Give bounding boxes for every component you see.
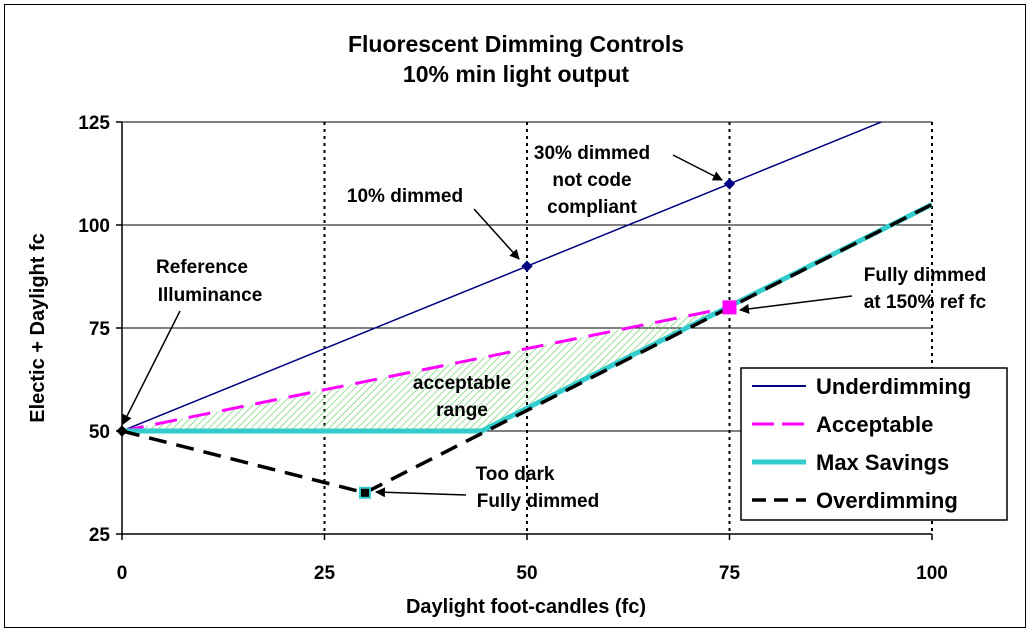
chart-frame bbox=[4, 4, 1026, 628]
annotation-acceptable-range-line2: range bbox=[436, 400, 488, 421]
y-tick-label: 25 bbox=[89, 525, 111, 546]
legend-label-acceptable: Acceptable bbox=[816, 412, 933, 437]
annotation-10-dimmed-arrow bbox=[473, 208, 520, 260]
annotation-too-dark-arrow bbox=[375, 487, 467, 498]
annotation-too-dark-line1: Too dark bbox=[476, 464, 555, 485]
x-tick-label: 50 bbox=[516, 563, 537, 584]
annotation-fully-dimmed-arrow bbox=[739, 295, 853, 314]
annotation-acceptable-range-line1: acceptable bbox=[413, 373, 511, 394]
chart-subtitle: 10% min light output bbox=[403, 61, 629, 87]
point-marker bbox=[359, 486, 371, 499]
annotation-layer: Reference Illuminance 10% dimmed 30% dim… bbox=[122, 143, 987, 512]
series-line-max-savings bbox=[122, 202, 932, 434]
x-tick-label: 75 bbox=[719, 563, 741, 584]
legend-box bbox=[740, 367, 1008, 521]
x-tick-label: 100 bbox=[916, 563, 948, 584]
series-line-acceptable bbox=[122, 305, 730, 433]
tick-layer: 25 50 75 100 125 0 25 50 75 100 bbox=[78, 113, 948, 584]
series-line-overdimming bbox=[122, 202, 932, 495]
annotation-30-dimmed-line1: 30% dimmed bbox=[534, 143, 650, 164]
chart-title: Fluorescent Dimming Controls bbox=[348, 31, 684, 57]
point-marker bbox=[521, 260, 533, 272]
y-tick-label: 50 bbox=[89, 422, 110, 443]
marker-layer bbox=[116, 178, 737, 499]
y-axis-label: Electic + Daylight fc bbox=[27, 233, 49, 423]
annotation-too-dark-line2: Fully dimmed bbox=[477, 491, 599, 512]
legend-label-max-savings: Max Savings bbox=[816, 450, 949, 475]
legend: Underdimming Acceptable Max Savings Overdim… bbox=[740, 367, 1008, 521]
y-tick-label: 125 bbox=[78, 113, 110, 134]
point-marker bbox=[723, 178, 736, 190]
legend-label-overdimming: Overdimming bbox=[816, 488, 958, 513]
annotation-reference-line1: Reference bbox=[156, 257, 248, 278]
x-tick-label: 25 bbox=[314, 563, 336, 584]
annotation-reference-arrow bbox=[122, 310, 181, 425]
x-tick-label: 0 bbox=[117, 563, 128, 584]
annotation-10-dimmed: 10% dimmed bbox=[347, 186, 463, 207]
annotation-fully-dimmed-line2: at 150% ref fc bbox=[864, 292, 987, 313]
point-marker bbox=[722, 300, 737, 315]
annotation-30-dimmed-arrow bbox=[672, 154, 723, 181]
annotation-fully-dimmed-line1: Fully dimmed bbox=[864, 265, 986, 286]
annotation-30-dimmed-line2: not code bbox=[552, 170, 631, 191]
y-tick-label: 75 bbox=[89, 319, 111, 340]
x-axis-label: Daylight foot-candles (fc) bbox=[406, 596, 646, 618]
point-marker bbox=[116, 425, 128, 437]
annotation-30-dimmed-line3: compliant bbox=[547, 197, 637, 218]
legend-label-underdimming: Underdimming bbox=[816, 374, 971, 399]
annotation-reference-line2: Illuminance bbox=[158, 285, 263, 306]
y-tick-label: 100 bbox=[78, 216, 110, 237]
